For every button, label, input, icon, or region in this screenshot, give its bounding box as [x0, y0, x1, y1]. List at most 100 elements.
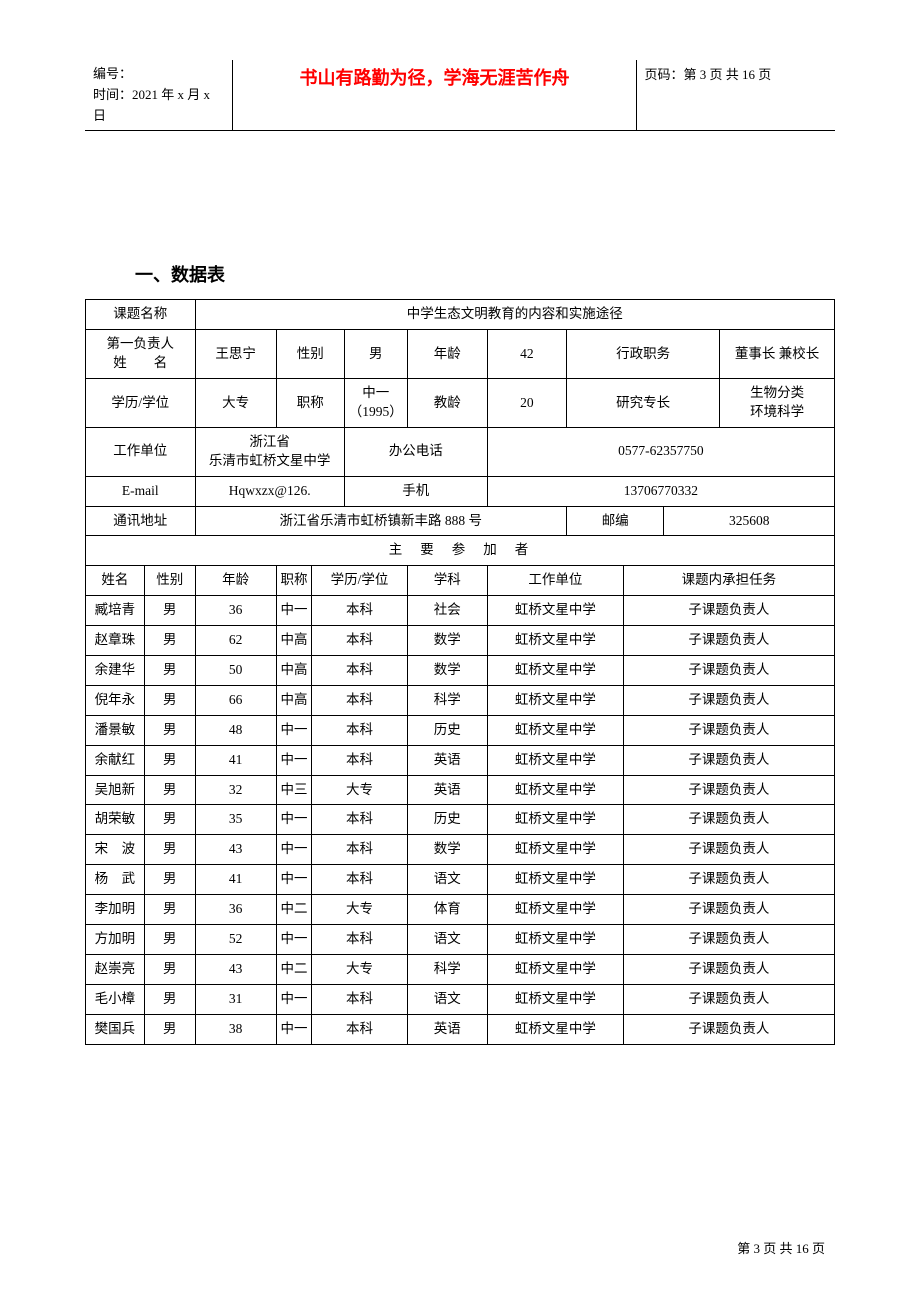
cell-age: 50 [195, 655, 276, 685]
cell-age: 66 [195, 685, 276, 715]
cell-name: 潘景敏 [86, 715, 145, 745]
cell-age: 43 [195, 835, 276, 865]
cell-task: 子课题负责人 [623, 745, 834, 775]
cell-subject: 数学 [407, 655, 487, 685]
cell-task: 子课题负责人 [623, 895, 834, 925]
cell-subject: 数学 [407, 626, 487, 656]
table-row: 潘景敏男48中一本科历史虹桥文星中学子课题负责人 [86, 715, 835, 745]
cell-edu: 本科 [312, 596, 407, 626]
cell-edu: 本科 [312, 984, 407, 1014]
cell-edu: 本科 [312, 805, 407, 835]
cell-name: 杨 武 [86, 865, 145, 895]
postcode: 325608 [664, 506, 835, 536]
cell-name: 李加明 [86, 895, 145, 925]
edu: 大专 [195, 379, 276, 428]
cell-age: 36 [195, 596, 276, 626]
cell-work-unit: 虹桥文星中学 [487, 805, 623, 835]
project-name: 中学生态文明教育的内容和实施途径 [195, 300, 834, 330]
cell-work-unit: 虹桥文星中学 [487, 865, 623, 895]
col-task: 课题内承担任务 [623, 566, 834, 596]
cell-age: 35 [195, 805, 276, 835]
cell-name: 臧培青 [86, 596, 145, 626]
work-unit-label: 工作单位 [86, 427, 196, 476]
specialty: 生物分类环境科学 [720, 379, 835, 428]
cell-task: 子课题负责人 [623, 924, 834, 954]
cell-title: 中一 [276, 805, 312, 835]
cell-title: 中高 [276, 626, 312, 656]
cell-edu: 大专 [312, 954, 407, 984]
cell-work-unit: 虹桥文星中学 [487, 655, 623, 685]
cell-age: 43 [195, 954, 276, 984]
cell-age: 31 [195, 984, 276, 1014]
section-title: 一、数据表 [135, 261, 835, 287]
cell-subject: 科学 [407, 954, 487, 984]
cell-task: 子课题负责人 [623, 596, 834, 626]
table-row: 宋 波男43中一本科数学虹桥文星中学子课题负责人 [86, 835, 835, 865]
office-tel-label: 办公电话 [344, 427, 487, 476]
cell-gender: 男 [144, 626, 195, 656]
serial-label: 编号： [93, 66, 132, 81]
cell-task: 子课题负责人 [623, 685, 834, 715]
cell-subject: 语文 [407, 865, 487, 895]
col-work-unit: 工作单位 [487, 566, 623, 596]
principal-label: 第一负责人姓 名 [86, 330, 196, 379]
cell-gender: 男 [144, 835, 195, 865]
col-age: 年龄 [195, 566, 276, 596]
cell-name: 宋 波 [86, 835, 145, 865]
principal-name: 王思宁 [195, 330, 276, 379]
row-participant-columns: 姓名 性别 年龄 职称 学历/学位 学科 工作单位 课题内承担任务 [86, 566, 835, 596]
cell-subject: 体育 [407, 895, 487, 925]
cell-gender: 男 [144, 775, 195, 805]
gender: 男 [344, 330, 407, 379]
cell-work-unit: 虹桥文星中学 [487, 715, 623, 745]
header-motto: 书山有路勤为径，学海无涯苦作舟 [233, 60, 636, 131]
age-label: 年龄 [407, 330, 487, 379]
cell-edu: 本科 [312, 715, 407, 745]
table-row: 臧培青男36中一本科社会虹桥文星中学子课题负责人 [86, 596, 835, 626]
row-education: 学历/学位 大专 职称 中一（1995） 教龄 20 研究专长 生物分类环境科学 [86, 379, 835, 428]
row-email: E-mail Hqwxzx@126. 手机 13706770332 [86, 476, 835, 506]
cell-task: 子课题负责人 [623, 1014, 834, 1044]
cell-gender: 男 [144, 954, 195, 984]
table-row: 赵崇亮男43中二大专科学虹桥文星中学子课题负责人 [86, 954, 835, 984]
col-subject: 学科 [407, 566, 487, 596]
table-row: 吴旭新男32中三大专英语虹桥文星中学子课题负责人 [86, 775, 835, 805]
cell-edu: 本科 [312, 924, 407, 954]
mobile: 13706770332 [487, 476, 834, 506]
cell-title: 中一 [276, 1014, 312, 1044]
table-row: 樊国兵男38中一本科英语虹桥文星中学子课题负责人 [86, 1014, 835, 1044]
cell-name: 胡荣敏 [86, 805, 145, 835]
cell-age: 32 [195, 775, 276, 805]
cell-gender: 男 [144, 1014, 195, 1044]
cell-work-unit: 虹桥文星中学 [487, 1014, 623, 1044]
row-work-unit: 工作单位 浙江省乐清市虹桥文星中学 办公电话 0577-62357750 [86, 427, 835, 476]
edu-label: 学历/学位 [86, 379, 196, 428]
cell-work-unit: 虹桥文星中学 [487, 954, 623, 984]
cell-name: 赵章珠 [86, 626, 145, 656]
cell-work-unit: 虹桥文星中学 [487, 685, 623, 715]
cell-work-unit: 虹桥文星中学 [487, 984, 623, 1014]
cell-subject: 历史 [407, 715, 487, 745]
cell-gender: 男 [144, 865, 195, 895]
cell-work-unit: 虹桥文星中学 [487, 775, 623, 805]
page-label: 页码： [645, 67, 684, 82]
cell-gender: 男 [144, 685, 195, 715]
row-address: 通讯地址 浙江省乐清市虹桥镇新丰路 888 号 邮编 325608 [86, 506, 835, 536]
header-page-cell: 页码：第 3 页 共 16 页 [636, 60, 835, 131]
cell-name: 方加明 [86, 924, 145, 954]
email: Hqwxzx@126. [195, 476, 344, 506]
cell-gender: 男 [144, 924, 195, 954]
address-label: 通讯地址 [86, 506, 196, 536]
cell-edu: 大专 [312, 775, 407, 805]
cell-title: 中一 [276, 984, 312, 1014]
cell-subject: 语文 [407, 984, 487, 1014]
cell-task: 子课题负责人 [623, 715, 834, 745]
cell-name: 樊国兵 [86, 1014, 145, 1044]
cell-subject: 科学 [407, 685, 487, 715]
cell-gender: 男 [144, 895, 195, 925]
email-label: E-mail [86, 476, 196, 506]
page-value: 第 3 页 共 16 页 [684, 67, 772, 82]
cell-name: 余建华 [86, 655, 145, 685]
table-row: 余建华男50中高本科数学虹桥文星中学子课题负责人 [86, 655, 835, 685]
cell-task: 子课题负责人 [623, 835, 834, 865]
